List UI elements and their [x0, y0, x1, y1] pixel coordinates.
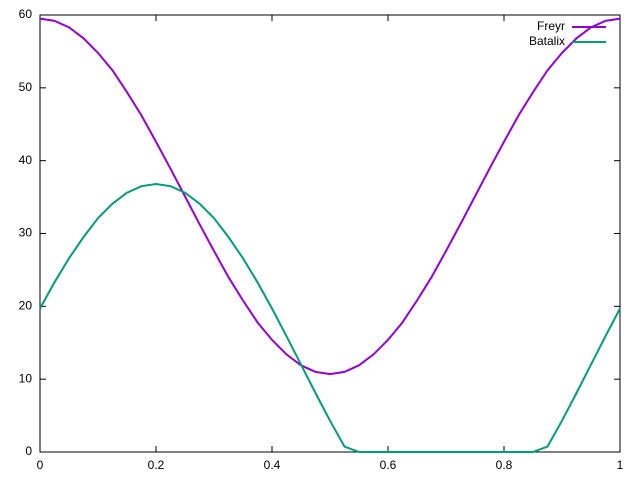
y-tick-label: 10 — [19, 371, 33, 385]
y-tick-label: 40 — [19, 153, 33, 167]
y-tick-label: 60 — [19, 7, 33, 21]
x-tick-label: 0 — [37, 458, 44, 472]
y-tick-label: 0 — [25, 444, 32, 458]
y-tick-label: 50 — [19, 80, 33, 94]
x-tick-label: 0.4 — [264, 458, 281, 472]
legend-label: Batalix — [529, 34, 565, 48]
data-line — [39, 17, 621, 376]
x-tick-label: 0.2 — [148, 458, 165, 472]
x-tick-label: 0.8 — [496, 458, 513, 472]
legend-label: Freyr — [537, 19, 565, 33]
y-tick-label: 30 — [19, 226, 33, 240]
x-tick-label: 1 — [617, 458, 624, 472]
y-tick-label: 20 — [19, 299, 33, 313]
data-line — [39, 182, 621, 453]
x-tick-label: 0.6 — [380, 458, 397, 472]
plot-border — [39, 14, 621, 453]
